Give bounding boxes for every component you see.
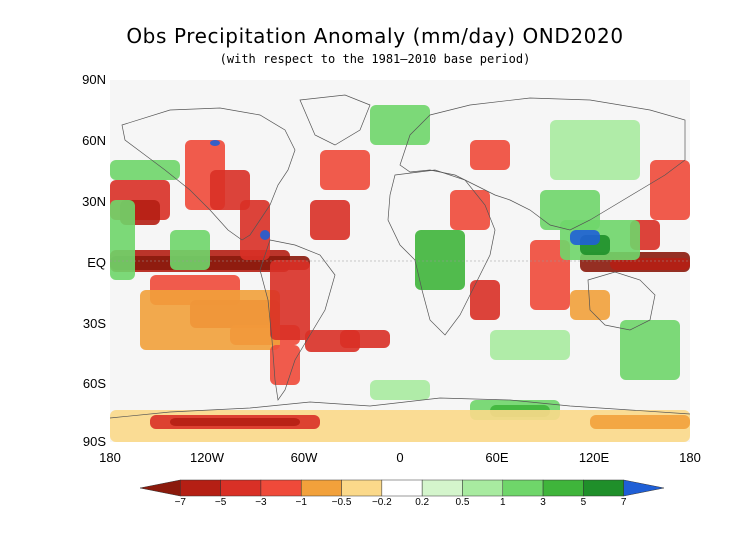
- coast-greenland: [299, 94, 371, 146]
- colorbar-label: 3: [540, 497, 546, 508]
- colorbar-cell: [502, 479, 544, 497]
- anomaly-region: [530, 240, 570, 310]
- coast-australia: [587, 271, 656, 331]
- colorbar-cell: [623, 479, 665, 497]
- colorbar-cell: [139, 479, 181, 497]
- colorbar-label: 0.5: [455, 497, 470, 508]
- colorbar-label: −7: [174, 497, 186, 508]
- colorbar-label: −3: [255, 497, 267, 508]
- anomaly-region: [210, 140, 220, 146]
- lat-label-90s: 90S: [82, 434, 106, 449]
- colorbar-cell: [421, 479, 463, 497]
- coast-north-america: [121, 107, 296, 241]
- anomaly-region: [550, 120, 640, 180]
- lon-label-120e: 120E: [578, 450, 610, 465]
- colorbar-label: −0.2: [371, 497, 392, 508]
- coastlines: [110, 94, 690, 419]
- coast-antarctica: [110, 397, 690, 419]
- colorbar-label: −5: [214, 497, 227, 508]
- anomaly-region: [620, 320, 680, 380]
- anomaly-region: [650, 160, 690, 220]
- lat-label-90n: 90N: [82, 72, 106, 87]
- anomaly-region: [170, 230, 210, 270]
- colorbar-cell: [341, 479, 383, 497]
- colorbar-cell: [583, 479, 624, 497]
- lon-label-60w: 60W: [290, 450, 318, 465]
- anomaly-region: [110, 160, 180, 180]
- anomaly-field: [110, 105, 690, 442]
- colorbar-label: 5: [580, 497, 587, 508]
- lat-label-30n: 30N: [82, 194, 106, 209]
- colorbar-cell: [220, 479, 262, 497]
- anomaly-region: [470, 140, 510, 170]
- anomaly-region: [210, 170, 250, 210]
- anomaly-region: [415, 230, 465, 290]
- anomaly-region: [170, 418, 300, 426]
- lon-label-180e: 180: [679, 450, 701, 465]
- anomaly-region: [260, 230, 270, 240]
- anomaly-region: [240, 200, 270, 260]
- lon-label-0: 0: [396, 450, 404, 465]
- lon-label-180w: 180: [99, 450, 121, 465]
- anomaly-region: [370, 105, 430, 145]
- colorbar: [139, 478, 665, 518]
- anomaly-map: [110, 80, 690, 442]
- colorbar-graphic: [139, 479, 665, 497]
- anomaly-region: [590, 415, 690, 429]
- colorbar-label: 1: [499, 497, 506, 508]
- lat-label-60n: 60N: [82, 133, 106, 148]
- lon-label-60e: 60E: [485, 450, 509, 465]
- colorbar-cell: [542, 479, 584, 497]
- coast-south-america: [259, 239, 336, 401]
- lat-label-eq: EQ: [87, 255, 106, 270]
- map-subtitle: (with respect to the 1981–2010 base peri…: [219, 52, 531, 66]
- colorbar-label: 7: [620, 497, 627, 508]
- lat-label-60s: 60S: [82, 376, 106, 391]
- colorbar-cell: [381, 479, 423, 497]
- map-canvas: [110, 80, 690, 442]
- anomaly-region: [320, 150, 370, 190]
- colorbar-cell: [462, 479, 504, 497]
- anomaly-region: [450, 190, 490, 230]
- colorbar-cell: [180, 479, 221, 497]
- lon-label-120w: 120W: [190, 450, 224, 465]
- anomaly-region: [270, 260, 310, 340]
- anomaly-region: [490, 330, 570, 360]
- colorbar-label: −1: [295, 497, 307, 508]
- anomaly-region: [110, 200, 135, 280]
- coast-eurasia: [399, 97, 686, 231]
- anomaly-region: [270, 345, 300, 385]
- anomaly-region: [370, 380, 430, 400]
- lat-label-30s: 30S: [82, 316, 106, 331]
- anomaly-region: [470, 280, 500, 320]
- colorbar-cell: [300, 479, 342, 497]
- anomaly-region: [140, 290, 280, 350]
- coast-africa: [387, 169, 496, 336]
- colorbar-label: −0.5: [331, 497, 352, 508]
- anomaly-region: [340, 330, 390, 348]
- anomaly-region: [570, 230, 600, 245]
- anomaly-region: [310, 200, 350, 240]
- map-title: Obs Precipitation Anomaly (mm/day) OND20…: [126, 24, 624, 48]
- colorbar-cell: [260, 479, 302, 497]
- colorbar-label: 0.2: [415, 497, 430, 508]
